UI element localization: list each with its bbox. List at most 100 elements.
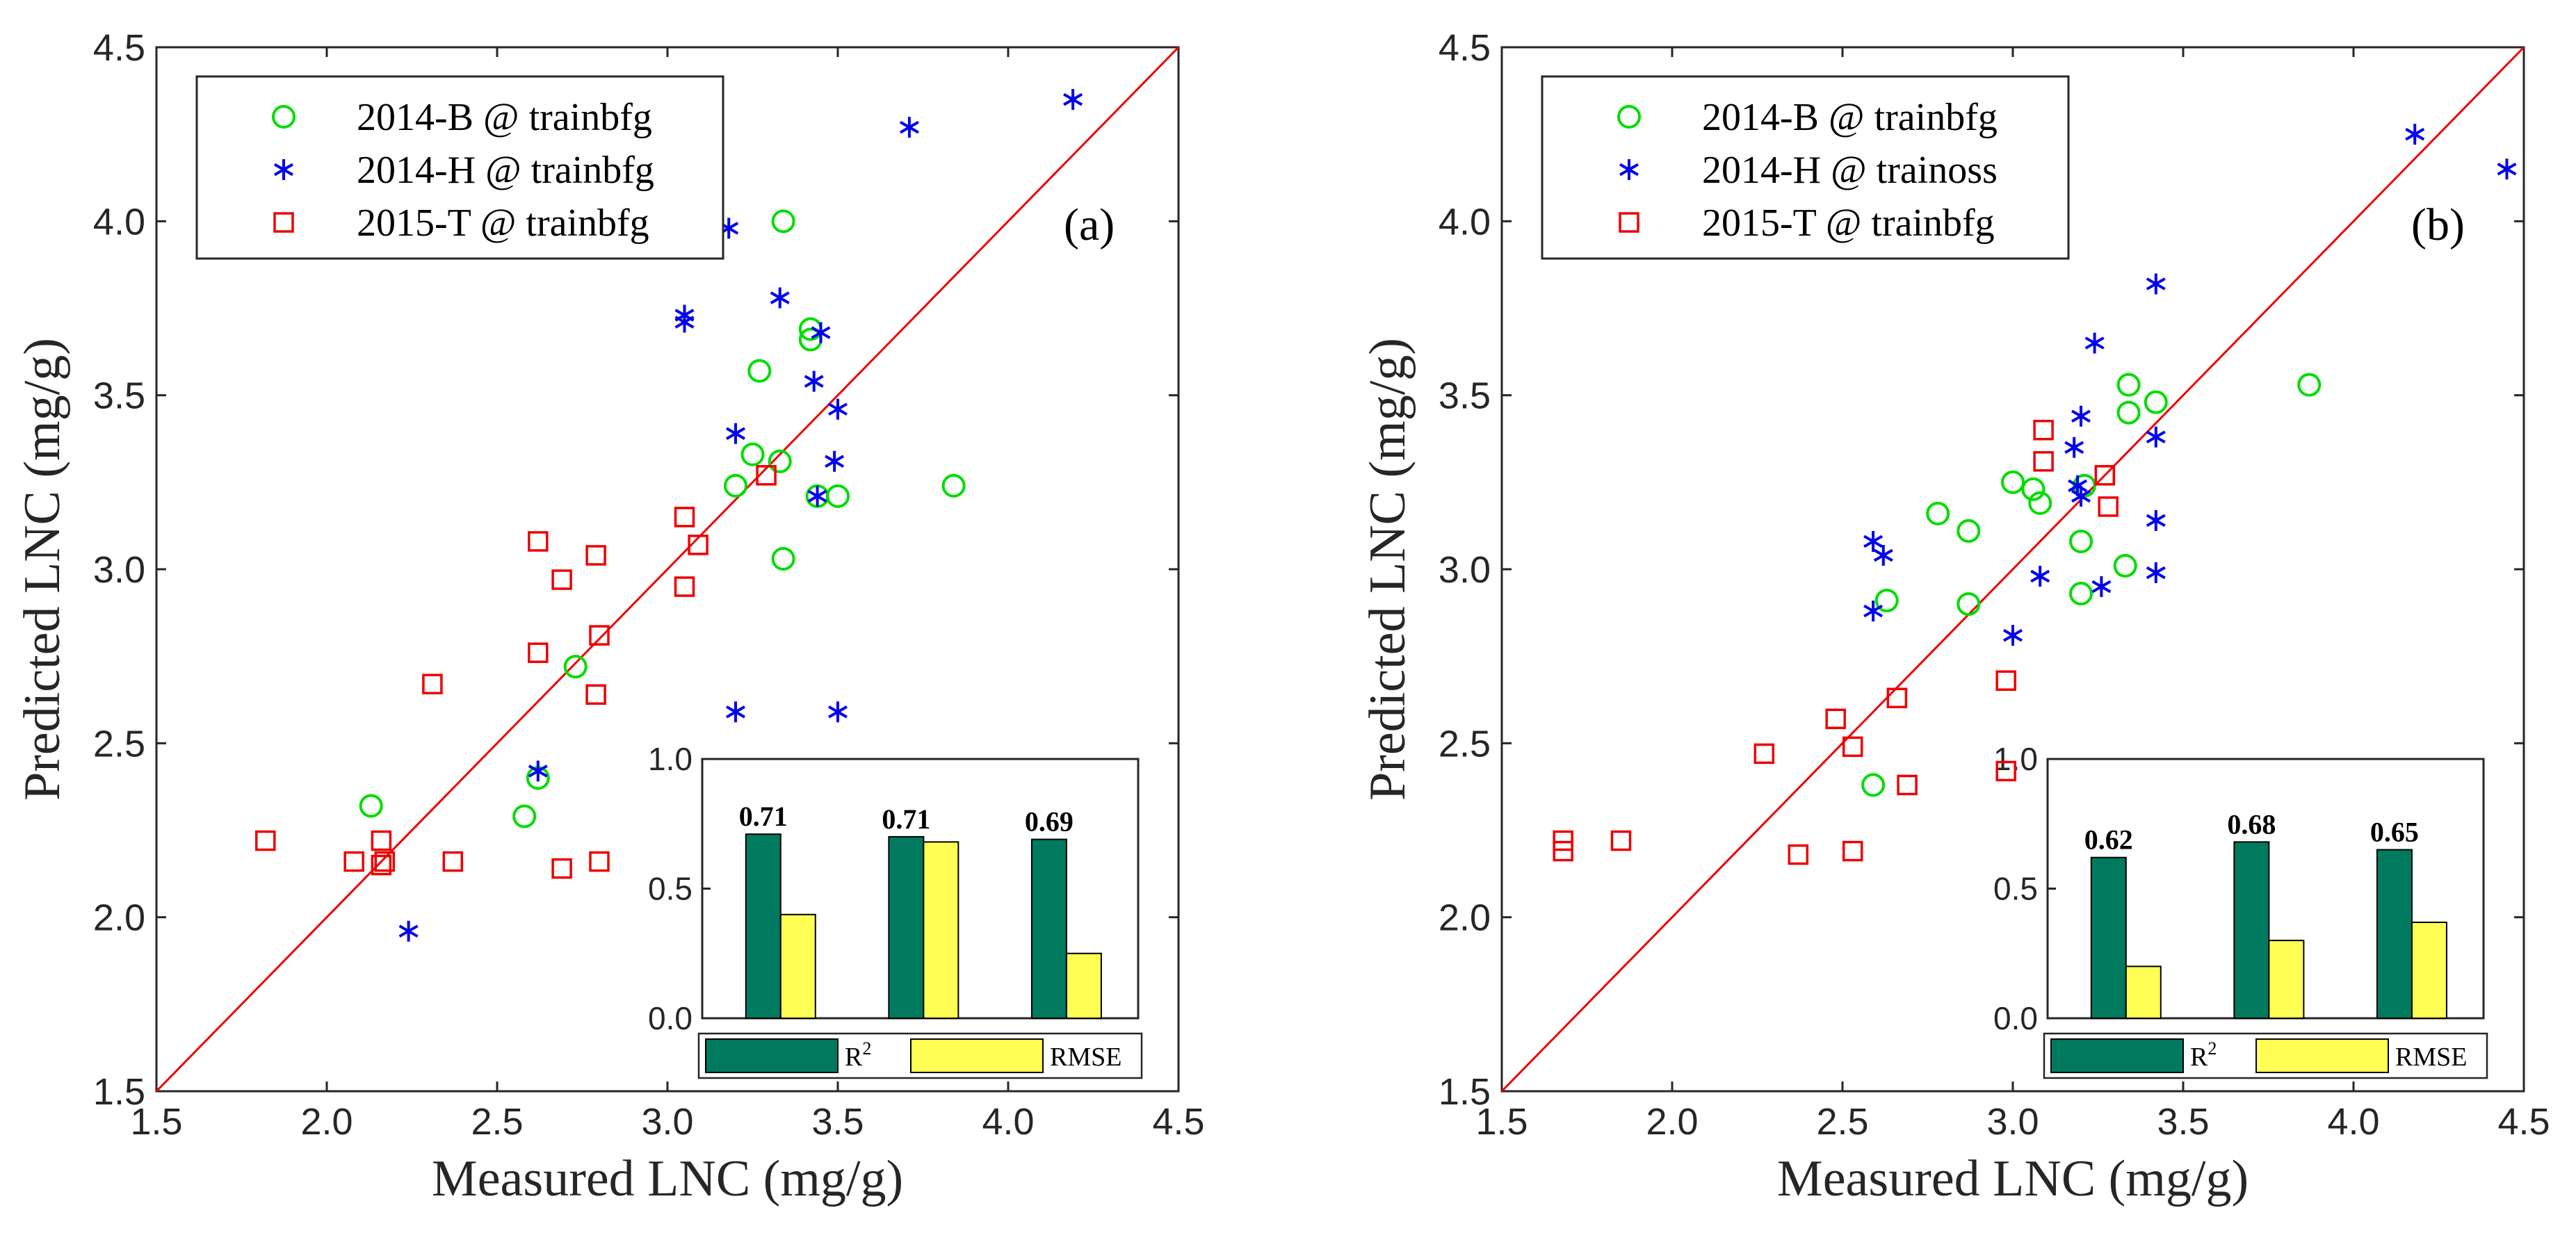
- data-point: [2116, 373, 2141, 397]
- data-point: [255, 830, 276, 851]
- data-point: [674, 507, 695, 528]
- inset-y-tick-label: 0.5: [648, 871, 692, 907]
- data-point: [726, 423, 745, 444]
- data-point: [1874, 589, 1899, 613]
- data-point: [2072, 473, 2096, 498]
- bar-r2: [2376, 849, 2413, 1020]
- data-point: [2146, 509, 2166, 531]
- data-point: [551, 569, 572, 590]
- y-axis-label: Predicted LNC (mg/g): [1359, 338, 1416, 801]
- bar-data-label: 0.71: [739, 801, 788, 832]
- series-2: [255, 465, 777, 879]
- data-point: [2116, 400, 2141, 425]
- data-point: [1926, 501, 1950, 525]
- inset-bar-chart: 0.0 0.5 1.0 0.71 0.71 0.69 R2 RMSE: [648, 741, 1143, 1079]
- data-point: [1995, 760, 2016, 782]
- legend-marker: [1619, 159, 1639, 180]
- y-tick-label: 1.5: [93, 1071, 145, 1113]
- r2-base: R: [845, 1043, 863, 1072]
- data-point: [1610, 830, 1632, 851]
- data-point: [1863, 530, 1884, 552]
- one-to-one-line: [1500, 46, 2525, 1093]
- data-point: [2001, 470, 2025, 494]
- legend-label: 2014-B @ trainbfg: [1702, 96, 1998, 139]
- data-point: [825, 450, 845, 472]
- x-tick-label: 3.0: [1986, 1101, 2039, 1143]
- panel-label: (a): [1064, 199, 1115, 250]
- x-tick-label: 4.0: [2327, 1101, 2379, 1143]
- data-point: [589, 851, 610, 872]
- legend-label: 2014-H @ trainbfg: [357, 149, 654, 192]
- legend: 2014-B @ trainbfg 2014-H @ trainbfg 2015-T…: [195, 75, 724, 260]
- y-tick-label: 4.5: [1439, 27, 1491, 69]
- data-point: [2091, 576, 2112, 598]
- data-point: [1957, 592, 1981, 617]
- data-point: [807, 485, 827, 507]
- data-point: [551, 858, 572, 879]
- data-point: [1897, 774, 1918, 796]
- bar-data-label: 0.69: [1025, 806, 1074, 838]
- data-point: [528, 760, 548, 782]
- x-tick-label: 2.5: [471, 1101, 523, 1143]
- data-point: [1553, 840, 1573, 862]
- data-point: [343, 851, 364, 872]
- data-point: [528, 642, 549, 663]
- chart-panel-b: 1.5 2.0 2.5 3.0 3.5 4.0 4.5 1.5 2.0 2.5 3.0 3.5 4.0 4…: [1359, 27, 2550, 1207]
- data-point: [674, 576, 695, 597]
- inset-y-tick-label: 0.5: [1993, 871, 2038, 907]
- x-tick-label: 2.0: [300, 1101, 353, 1143]
- data-point: [1861, 773, 1886, 797]
- y-tick-label: 4.5: [93, 27, 145, 69]
- panel-label: (b): [2411, 199, 2465, 250]
- data-point: [756, 465, 777, 486]
- data-point: [2144, 390, 2168, 414]
- data-point: [2497, 158, 2517, 180]
- legend-marker: [272, 105, 295, 129]
- r2-superscript: 2: [862, 1038, 871, 1059]
- bar-data-label: 0.65: [2370, 817, 2419, 848]
- r2-superscript: 2: [2208, 1038, 2217, 1059]
- data-point: [1863, 601, 1884, 622]
- legend-label: 2014-H @ trainoss: [1702, 149, 1998, 192]
- y-tick-label: 3.0: [93, 549, 145, 591]
- data-point: [2146, 273, 2166, 295]
- data-point: [2064, 436, 2084, 458]
- series-0: [1861, 373, 2322, 797]
- data-point: [563, 655, 588, 679]
- data-point: [826, 484, 850, 508]
- data-point: [2146, 562, 2166, 584]
- y-tick-label: 2.5: [1439, 723, 1491, 765]
- x-tick-label: 1.5: [130, 1101, 182, 1143]
- x-tick-label: 3.0: [641, 1101, 693, 1143]
- inset-legend-label-r2: R2: [845, 1038, 871, 1072]
- bar-rmse: [779, 913, 816, 1020]
- x-tick-label: 3.5: [811, 1101, 864, 1143]
- series-1: [1863, 124, 2517, 646]
- data-point: [1842, 840, 1863, 862]
- data-point: [770, 287, 790, 309]
- data-point: [398, 920, 419, 942]
- data-point: [2003, 625, 2023, 646]
- data-point: [1553, 830, 1573, 851]
- inset-legend-label-r2: R2: [2190, 1038, 2217, 1072]
- bar-data-label: 0.62: [2084, 824, 2133, 856]
- data-point: [2030, 566, 2050, 587]
- x-tick-label: 2.0: [1646, 1101, 1698, 1143]
- bar-rmse: [2268, 940, 2305, 1019]
- data-point: [2071, 405, 2091, 427]
- y-tick-label: 3.5: [93, 375, 145, 417]
- y-tick-label: 1.5: [1439, 1071, 1491, 1113]
- inset-legend-swatch-rmse: [910, 1038, 1044, 1073]
- inset-legend-swatch-rmse: [2255, 1038, 2389, 1073]
- chart-panel-a: 1.5 2.0 2.5 3.0 3.5 4.0 4.5 1.5 2.0 2.5 3.0 3.5 4.0 4…: [14, 27, 1205, 1207]
- data-point: [941, 473, 966, 498]
- y-tick-label: 3.5: [1439, 375, 1491, 417]
- bar-r2: [1030, 838, 1067, 1019]
- data-point: [2113, 553, 2137, 578]
- data-point: [1753, 743, 1775, 765]
- bar-r2: [2090, 856, 2127, 1019]
- y-tick-label: 3.0: [1439, 549, 1491, 591]
- x-tick-label: 2.5: [1816, 1101, 1868, 1143]
